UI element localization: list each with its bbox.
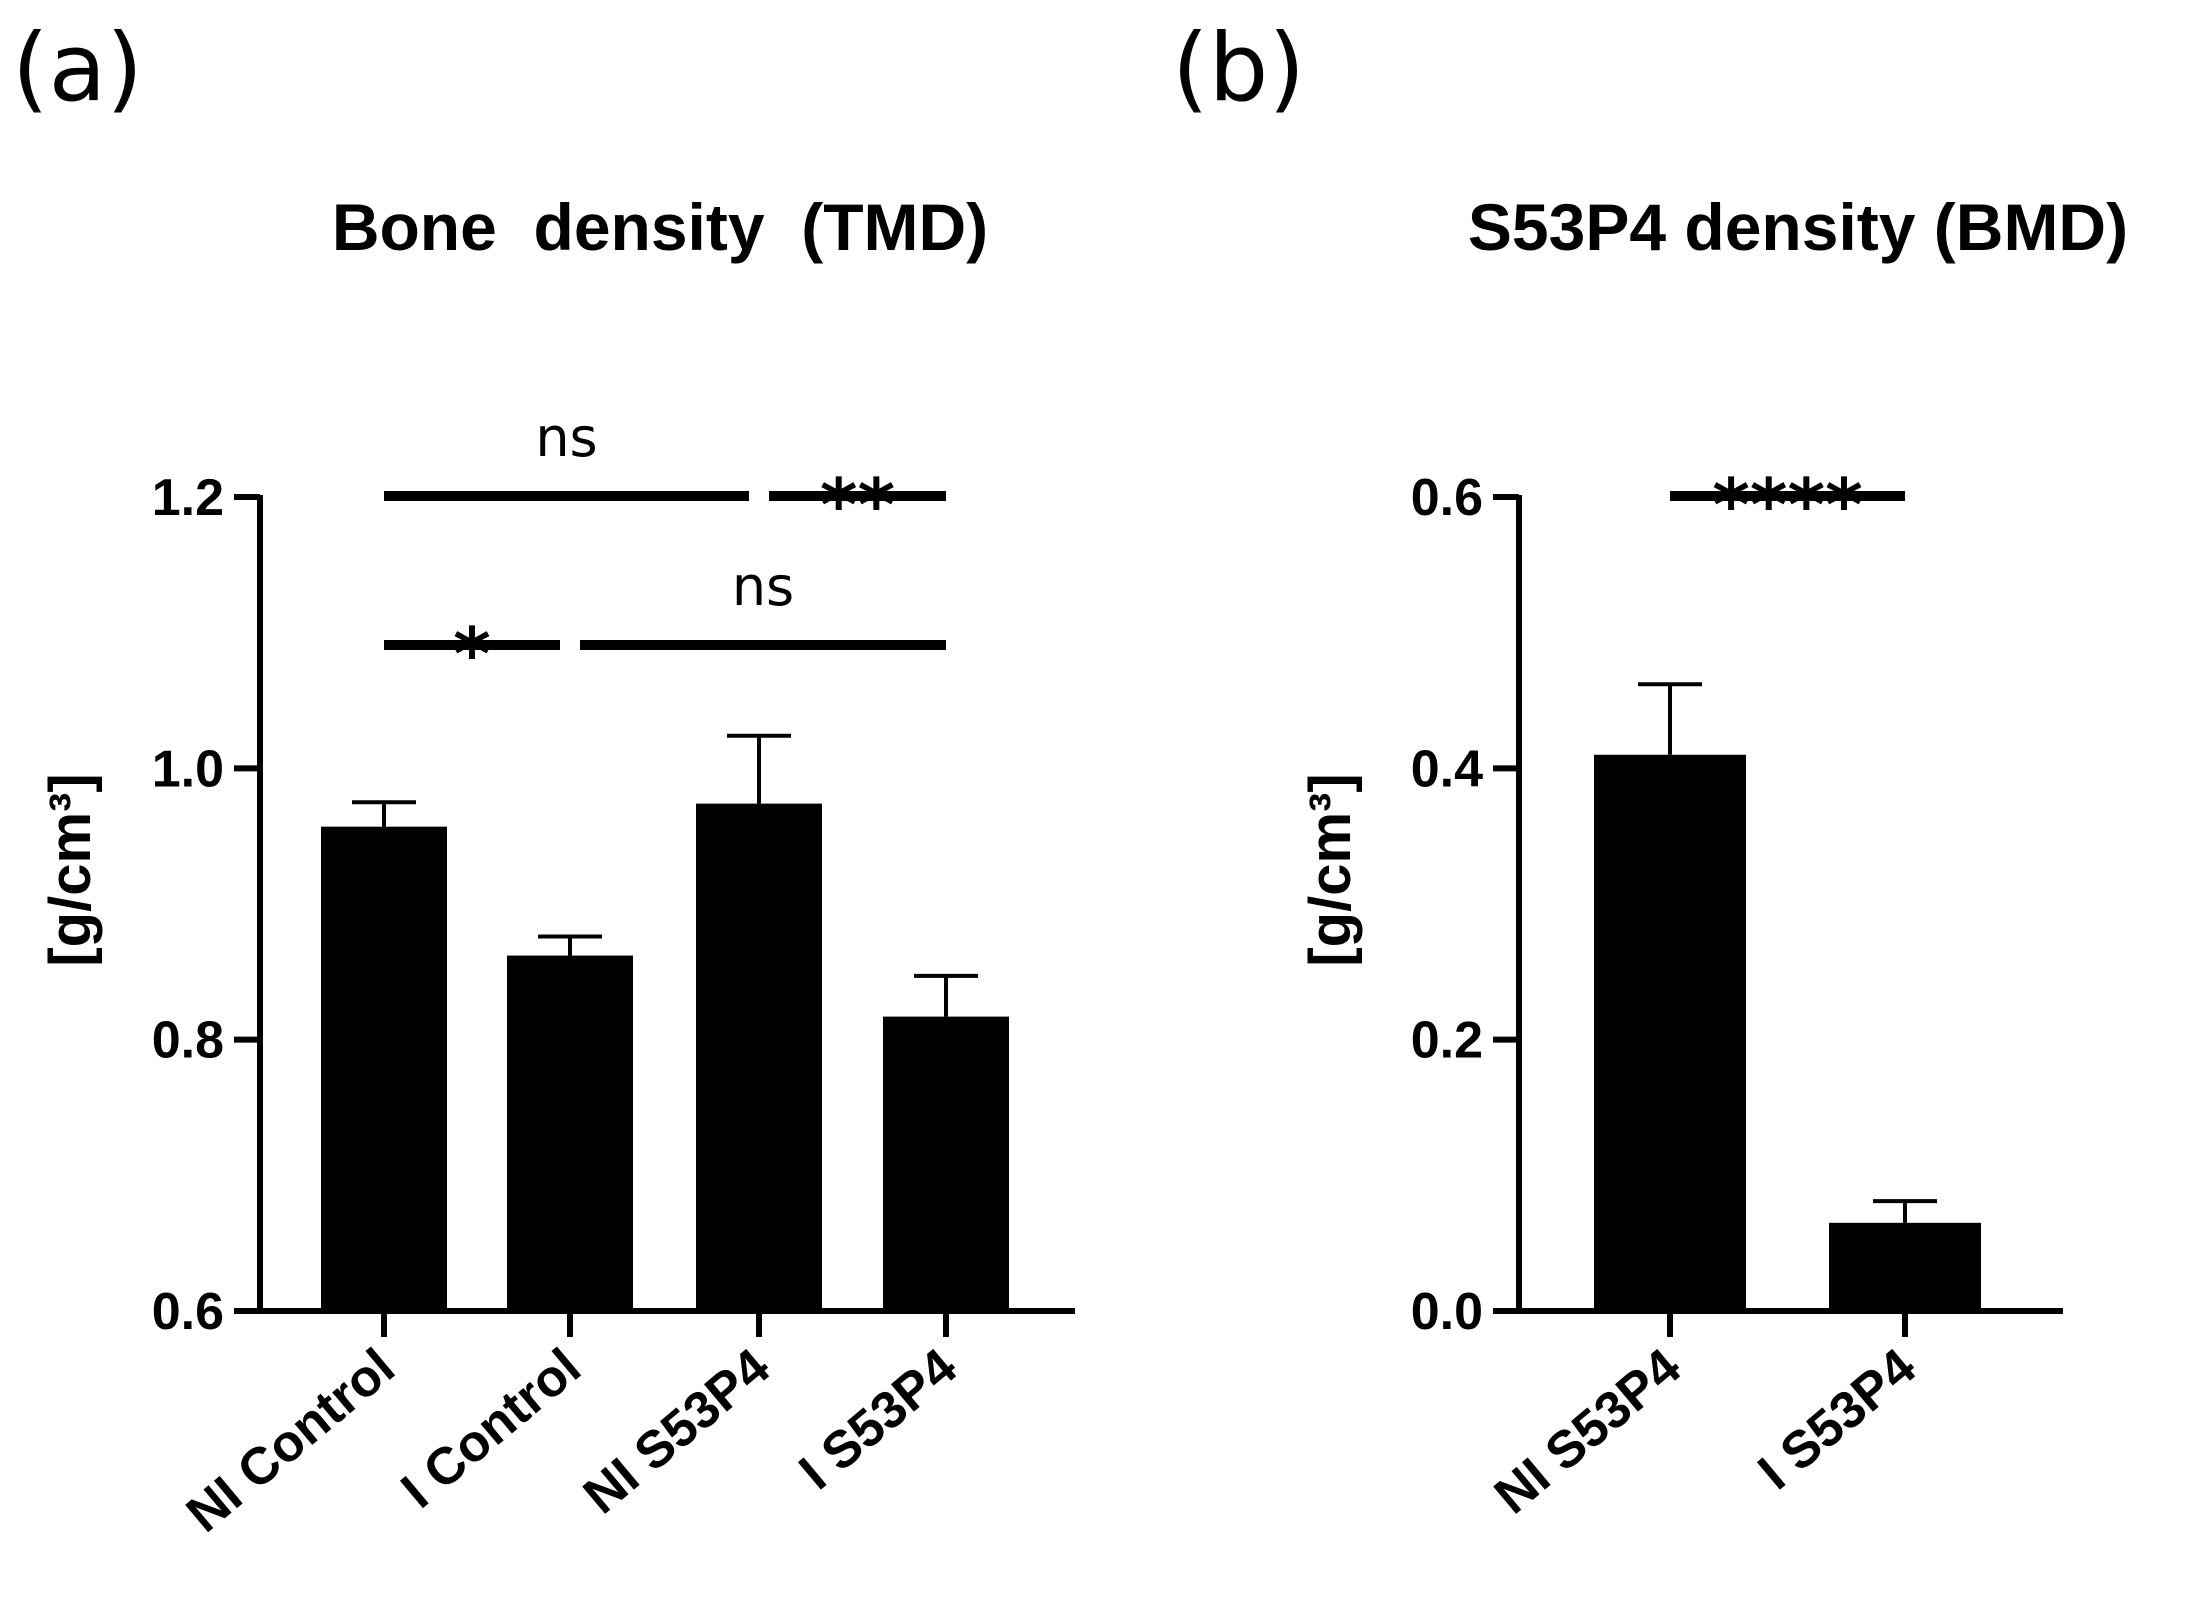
- panel-b-plot: 0.0 0.2 0.4 0.6 NI S53P4 I S53P4 ****: [1411, 463, 2063, 1525]
- panel-b: (b) S53P4 density (BMD) [g/cm³] 0.00.20.…: [1172, 14, 2128, 1525]
- panel-b-bar: [1594, 754, 1746, 1311]
- panel-a-category-label: NI Control: [176, 1338, 406, 1544]
- panel-b-title: S53P4 density (BMD): [1468, 190, 2128, 264]
- panel-a-category-label: I S53P4: [789, 1338, 968, 1501]
- panel-b-category-label: NI S53P4: [1484, 1338, 1692, 1526]
- panel-a-significance-label: ns: [732, 555, 794, 618]
- panel-a-y-tick-label: 0.6: [152, 1283, 224, 1341]
- panel-a-bar: [321, 826, 447, 1311]
- panel-b-y-tick-label: 0.6: [1411, 469, 1483, 527]
- panel-a-bar: [696, 803, 822, 1311]
- panel-b-letter: (b): [1172, 14, 1305, 123]
- panel-a-y-tick-label: 1.2: [152, 469, 224, 527]
- panel-a-y-tick-label: 1.0: [152, 740, 224, 798]
- panel-a-y-tick-label: 0.8: [152, 1012, 224, 1070]
- panel-a-bar: [883, 1016, 1009, 1311]
- panel-a-bar: [507, 955, 633, 1311]
- panel-a: (a) Bone density (TMD) [g/cm³] 0.6 0.8 1.0…: [12, 14, 1075, 1544]
- panel-a-significance-label: *: [453, 612, 491, 696]
- panel-b-bar: [1829, 1222, 1981, 1311]
- panel-b-y-tick-label: 0.4: [1411, 740, 1483, 798]
- panel-a-title: Bone density (TMD): [332, 190, 988, 264]
- panel-b-significance-label: ****: [1712, 463, 1863, 547]
- panel-a-ylabel: [g/cm³]: [38, 773, 103, 966]
- panel-a-category-label: NI S53P4: [573, 1338, 781, 1526]
- panel-a-significance-label: ns: [535, 406, 597, 469]
- panel-b-ylabel: [g/cm³]: [1298, 773, 1363, 966]
- panel-b-category-label: I S53P4: [1748, 1338, 1927, 1501]
- panel-a-letter: (a): [12, 14, 143, 123]
- panel-b-y-tick-label: 0.2: [1411, 1012, 1483, 1070]
- panel-a-significance-label: **: [820, 463, 895, 547]
- panel-b-y-tick-label: 0.0: [1411, 1283, 1483, 1341]
- panel-a-category-label: I Control: [391, 1338, 592, 1520]
